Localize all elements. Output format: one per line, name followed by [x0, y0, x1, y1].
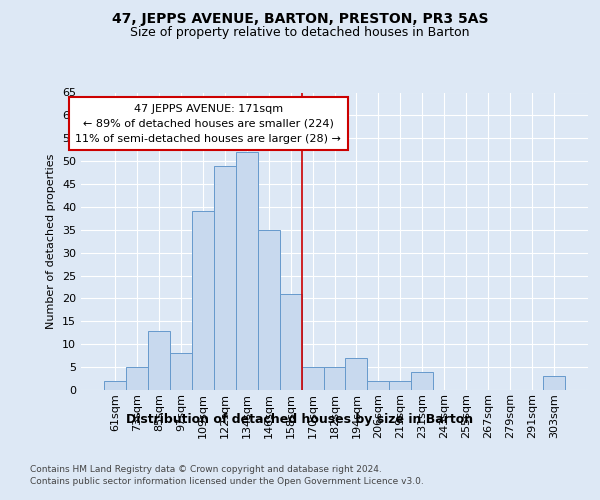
Bar: [302, 367, 323, 390]
Text: 47 JEPPS AVENUE: 171sqm
← 89% of detached houses are smaller (224)
11% of semi-d: 47 JEPPS AVENUE: 171sqm ← 89% of detache…: [76, 104, 341, 144]
Bar: [126, 367, 148, 390]
Bar: [346, 358, 367, 390]
Bar: [323, 367, 346, 390]
Bar: [367, 381, 389, 390]
Bar: [412, 372, 433, 390]
Bar: [236, 152, 257, 390]
Bar: [389, 381, 412, 390]
Bar: [280, 294, 302, 390]
Text: Contains HM Land Registry data © Crown copyright and database right 2024.: Contains HM Land Registry data © Crown c…: [30, 465, 382, 474]
Text: Contains public sector information licensed under the Open Government Licence v3: Contains public sector information licen…: [30, 478, 424, 486]
Bar: [214, 166, 236, 390]
Bar: [192, 212, 214, 390]
Y-axis label: Number of detached properties: Number of detached properties: [46, 154, 56, 329]
Bar: [543, 376, 565, 390]
Bar: [148, 330, 170, 390]
Bar: [104, 381, 126, 390]
Bar: [257, 230, 280, 390]
Bar: [170, 354, 192, 390]
Text: Distribution of detached houses by size in Barton: Distribution of detached houses by size …: [127, 412, 473, 426]
Text: 47, JEPPS AVENUE, BARTON, PRESTON, PR3 5AS: 47, JEPPS AVENUE, BARTON, PRESTON, PR3 5…: [112, 12, 488, 26]
Text: Size of property relative to detached houses in Barton: Size of property relative to detached ho…: [130, 26, 470, 39]
